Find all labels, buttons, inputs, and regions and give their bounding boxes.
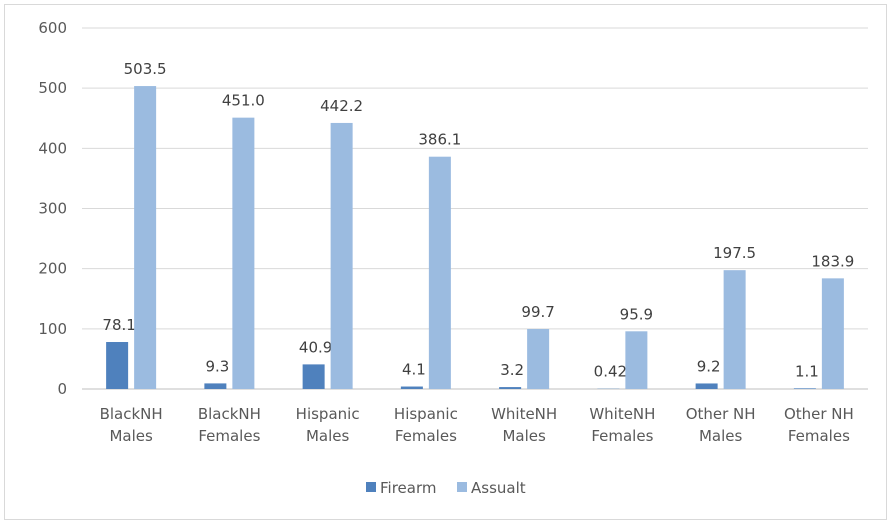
bar-assualt-6 (723, 270, 746, 389)
data-label: 386.1 (418, 131, 461, 149)
bar-assualt-4 (527, 329, 550, 389)
data-label: 1.1 (795, 362, 819, 380)
x-tick-label: BlackNH Females (198, 405, 261, 445)
x-tick-label: WhiteNH Females (589, 405, 655, 445)
y-tick-label: 300 (38, 200, 67, 218)
data-label: 9.3 (205, 357, 229, 375)
bar-firearm-0 (106, 342, 129, 389)
data-label: 0.42 (594, 363, 627, 381)
x-tick-label: Other NH Females (784, 405, 854, 445)
y-tick-label: 200 (38, 260, 67, 278)
bar-firearm-2 (302, 364, 325, 389)
x-tick-label: Hispanic Males (296, 405, 360, 445)
data-label: 40.9 (299, 338, 332, 356)
x-tick-label: BlackNH Males (100, 405, 163, 445)
bar-assualt-0 (134, 86, 157, 389)
data-label: 451.0 (222, 92, 265, 110)
bar-firearm-4 (499, 387, 522, 389)
legend-swatch-assualt (457, 482, 467, 492)
data-label: 78.1 (102, 316, 135, 334)
legend-label: Firearm (380, 479, 436, 497)
data-label: 4.1 (402, 361, 426, 379)
y-tick-label: 600 (38, 19, 67, 37)
bar-firearm-6 (695, 383, 718, 389)
data-label: 95.9 (620, 305, 653, 323)
data-label: 99.7 (521, 303, 554, 321)
bar-assualt-7 (821, 278, 844, 389)
data-label: 9.2 (697, 357, 721, 375)
bar-firearm-1 (204, 383, 227, 389)
y-tick-label: 500 (38, 79, 67, 97)
bar-assualt-5 (625, 331, 648, 389)
data-label: 442.2 (320, 97, 363, 115)
y-tick-label: 100 (38, 320, 67, 338)
bar-firearm-3 (400, 386, 423, 389)
bar-firearm-7 (793, 388, 816, 389)
bar-assualt-3 (428, 156, 451, 389)
y-tick-label: 0 (57, 380, 67, 398)
x-tick-label: Other NH Males (686, 405, 756, 445)
legend-label: Assualt (471, 479, 526, 497)
data-label: 197.5 (713, 244, 756, 262)
bar-assualt-2 (330, 122, 353, 390)
x-tick-label: WhiteNH Males (491, 405, 557, 445)
y-tick-label: 400 (38, 139, 67, 157)
data-label: 183.9 (811, 252, 854, 270)
bar-assualt-1 (232, 117, 255, 390)
data-label: 503.5 (124, 60, 167, 78)
x-tick-label: Hispanic Females (394, 405, 458, 445)
data-label: 3.2 (500, 361, 524, 379)
legend-swatch-firearm (366, 482, 376, 492)
